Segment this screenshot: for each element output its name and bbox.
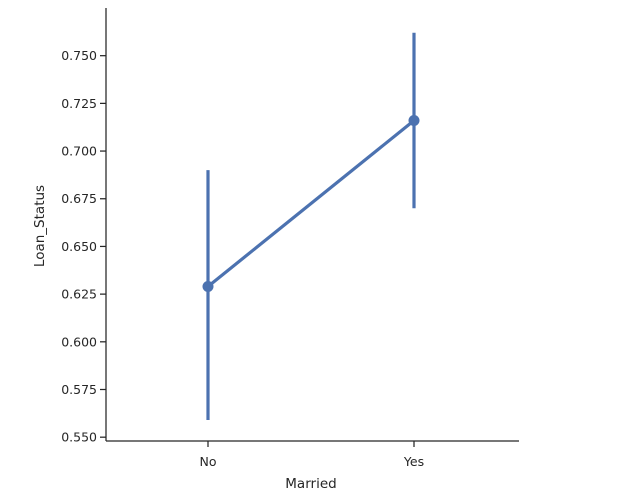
x-tick-label: No xyxy=(200,454,217,469)
y-tick-label: 0.625 xyxy=(61,287,97,302)
x-axis-label: Married xyxy=(285,476,336,492)
y-tick-label: 0.650 xyxy=(61,239,97,254)
y-tick-label: 0.750 xyxy=(61,48,97,63)
y-tick-label: 0.675 xyxy=(61,191,97,206)
y-tick-label: 0.575 xyxy=(61,382,97,397)
series-layer xyxy=(202,32,420,421)
y-tick-label: 0.700 xyxy=(61,144,97,159)
y-tick-label: 0.725 xyxy=(61,96,97,111)
y-axis-label: Loan_Status xyxy=(32,185,48,267)
series-line xyxy=(206,119,416,288)
x-ticks: No Yes xyxy=(200,441,424,469)
y-tick-label: 0.550 xyxy=(61,430,97,445)
axes-layer xyxy=(105,8,519,442)
x-tick-label: Yes xyxy=(403,454,424,469)
data-point xyxy=(202,280,214,292)
y-ticks: 0.550 0.575 0.600 0.625 0.650 0.675 0.700 0.725… xyxy=(61,48,106,445)
y-tick-label: 0.600 xyxy=(61,334,97,349)
data-point xyxy=(408,115,420,127)
